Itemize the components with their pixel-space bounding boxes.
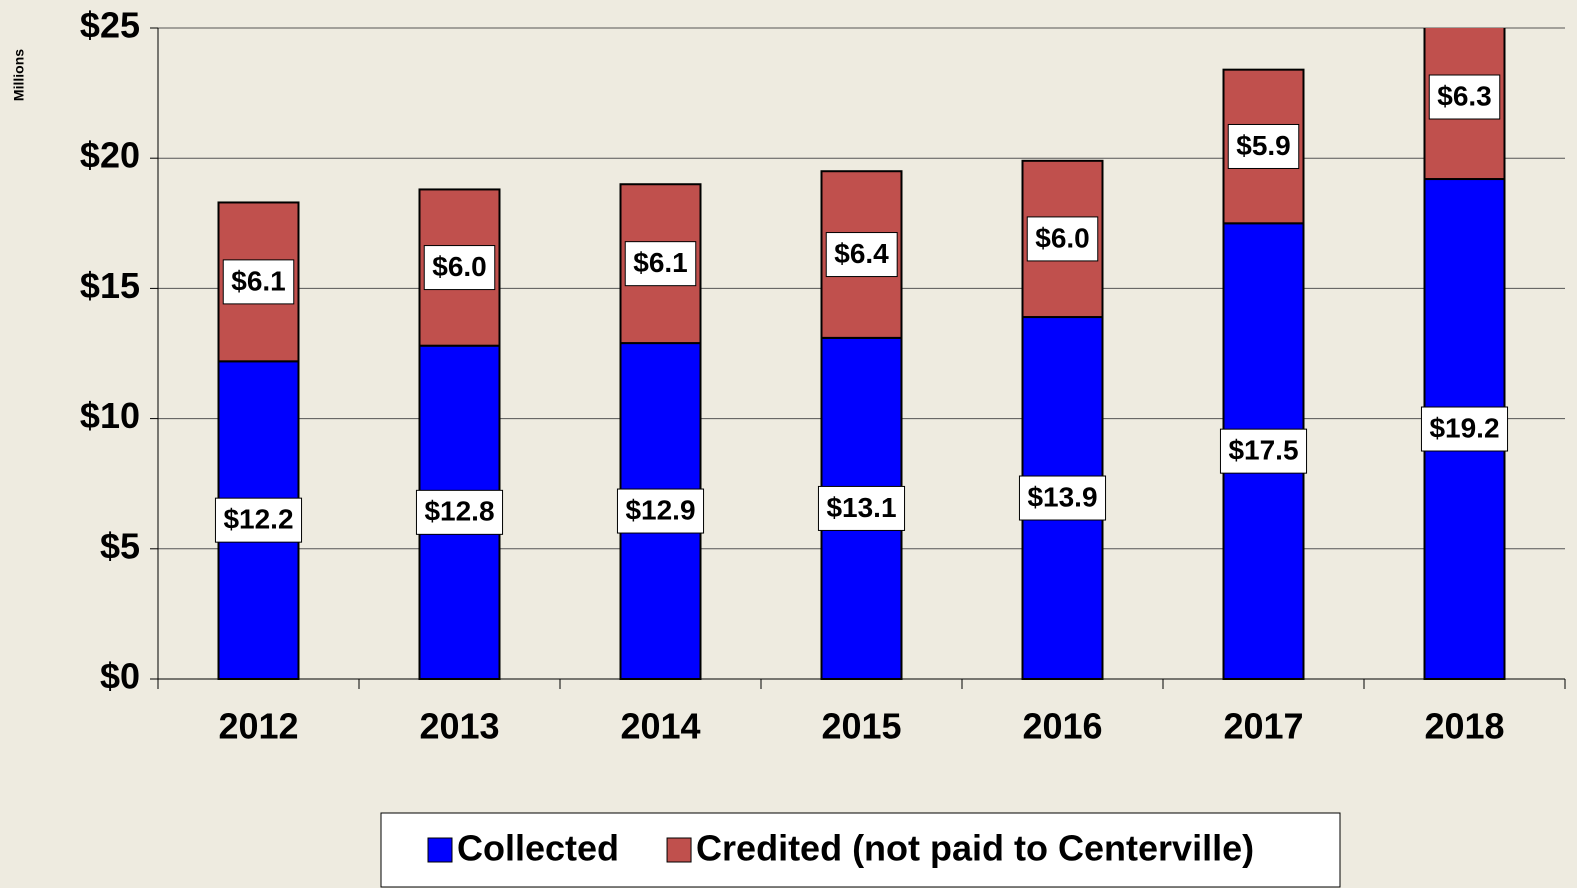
y-axis-label: Millions <box>11 49 27 101</box>
x-tick-label: 2012 <box>218 706 298 747</box>
value-label: $6.0 <box>432 251 487 282</box>
legend-swatch <box>666 837 692 863</box>
x-tick-label: 2018 <box>1424 706 1504 747</box>
value-label: $12.2 <box>223 504 293 535</box>
value-label-box <box>1026 216 1099 262</box>
y-tick-label: $5 <box>100 525 140 566</box>
y-tick-label: $0 <box>100 656 140 697</box>
value-label-box <box>415 489 504 535</box>
value-label-box <box>1428 74 1501 120</box>
value-label-box <box>1420 406 1509 452</box>
legend-swatch <box>427 837 453 863</box>
value-label: $17.5 <box>1228 435 1298 466</box>
legend-label: Collected <box>457 828 619 869</box>
value-label: $5.9 <box>1236 130 1291 161</box>
value-label-box <box>423 245 496 291</box>
x-tick-label: 2016 <box>1022 706 1102 747</box>
value-label-box <box>825 232 898 278</box>
value-label-box <box>222 259 295 305</box>
value-label: $6.1 <box>633 247 688 278</box>
y-tick-label: $20 <box>80 135 140 176</box>
value-label-box <box>1219 428 1308 474</box>
value-label: $6.3 <box>1437 80 1492 111</box>
value-label: $13.9 <box>1027 481 1097 512</box>
x-tick-label: 2014 <box>620 706 700 747</box>
value-label: $12.8 <box>424 496 494 527</box>
value-label: $6.0 <box>1035 222 1090 253</box>
legend-label: Credited (not paid to Centerville) <box>696 828 1254 869</box>
y-tick-label: $15 <box>80 265 140 306</box>
x-tick-label: 2017 <box>1223 706 1303 747</box>
value-label-box <box>616 488 705 534</box>
value-label-box <box>817 485 906 531</box>
value-label-box <box>1227 123 1300 169</box>
x-tick-label: 2013 <box>419 706 499 747</box>
x-tick-label: 2015 <box>821 706 901 747</box>
value-label: $6.4 <box>834 238 889 269</box>
value-label-box <box>214 497 303 543</box>
y-tick-label: $25 <box>80 5 140 46</box>
y-tick-label: $10 <box>80 395 140 436</box>
value-label: $13.1 <box>826 492 896 523</box>
value-label-box <box>624 241 697 287</box>
value-label: $6.1 <box>231 265 286 296</box>
value-label-box <box>1018 475 1107 521</box>
value-label: $12.9 <box>625 494 695 525</box>
legend <box>380 812 1341 888</box>
value-label: $19.2 <box>1429 412 1499 443</box>
